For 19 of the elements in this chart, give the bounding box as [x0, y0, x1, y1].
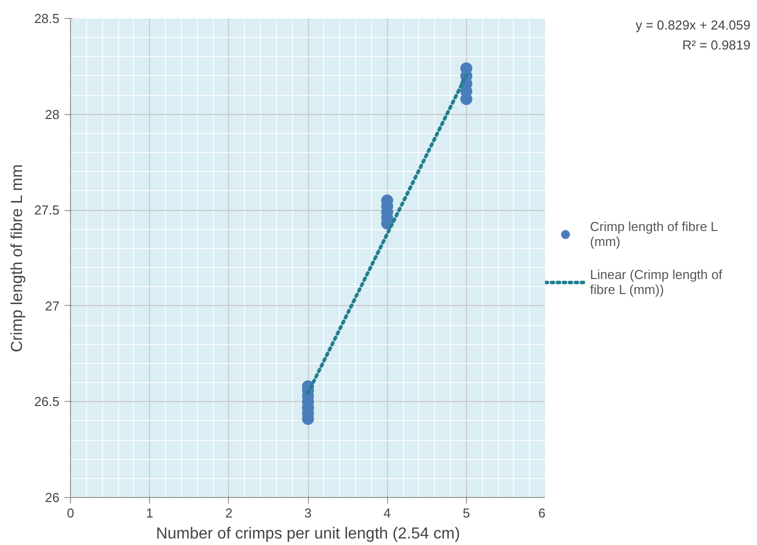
y-tick-label: 27.5 — [34, 202, 60, 218]
text: R² = 0.9819 — [682, 38, 750, 52]
y-tick-label: 26.5 — [34, 394, 60, 410]
y-tick-label: 27 — [45, 298, 60, 314]
y-tick-label: 28.5 — [34, 11, 60, 26]
x-tick-label: 1 — [146, 506, 154, 520]
x-axis-title: Number of crimps per unit length (2.54 cm) — [156, 526, 460, 542]
x-tick-label: 5 — [462, 506, 470, 520]
x-tick-label: 3 — [304, 506, 312, 520]
text: y = 0.829x + 24.059 — [636, 18, 751, 32]
legend-label: Linear (Crimp length of fibre L (mm)) — [590, 266, 722, 296]
y-tick-label: 28 — [45, 106, 60, 122]
legend-label: Crimp length of fibre L (mm) — [590, 218, 718, 248]
y-axis-title: Crimp length of fibre L mm — [9, 164, 26, 352]
x-tick-label: 4 — [384, 506, 391, 520]
x-tick-label: 2 — [225, 506, 232, 520]
y-tick-label: 26 — [45, 490, 60, 505]
x-tick-label: 6 — [538, 506, 546, 520]
x-tick-label: 0 — [66, 506, 74, 520]
